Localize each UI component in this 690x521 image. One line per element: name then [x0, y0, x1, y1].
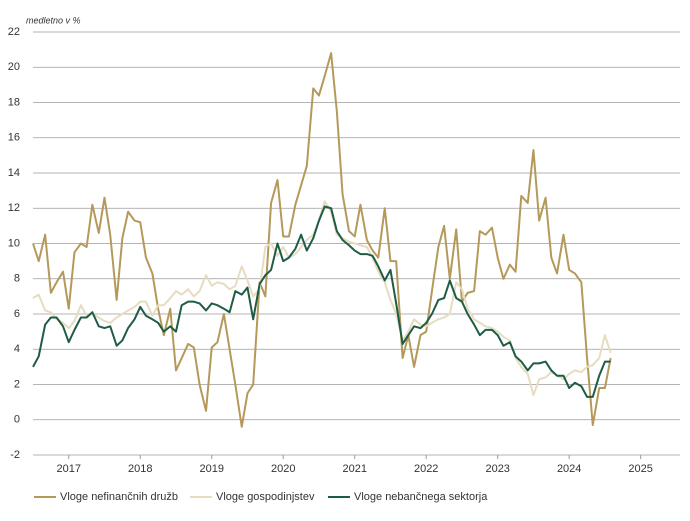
y-tick-label: 4 [14, 343, 20, 355]
y-tick-label: 18 [8, 96, 20, 108]
y-tick-label: 8 [14, 273, 20, 285]
y-tick-label: 20 [8, 61, 20, 73]
x-tick-label: 2023 [485, 463, 509, 475]
y-tick-label: 0 [14, 414, 20, 426]
series-line [32, 205, 611, 398]
x-tick-label: 2020 [271, 463, 295, 475]
y-tick-label: 14 [8, 167, 20, 179]
x-tick-label: 2025 [628, 463, 652, 475]
x-tick-label: 2018 [128, 463, 152, 475]
y-tick-label: 6 [14, 308, 20, 320]
y-tick-label: 16 [8, 132, 20, 144]
x-tick-label: 2022 [414, 463, 438, 475]
legend-label: Vloge nefinančnih družb [60, 491, 178, 503]
x-tick-label: 2024 [557, 463, 581, 475]
y-tick-label: 10 [8, 237, 20, 249]
x-tick-label: 2021 [342, 463, 366, 475]
legend-label: Vloge nebančnega sektorja [354, 491, 488, 503]
y-tick-label: 12 [8, 202, 20, 214]
legend-label: Vloge gospodinjstev [216, 491, 315, 503]
y-axis-label: medletno v % [26, 15, 81, 25]
x-tick-label: 2019 [199, 463, 223, 475]
series-line [32, 52, 612, 428]
x-tick-label: 2017 [57, 463, 81, 475]
y-tick-label: -2 [10, 449, 20, 461]
y-tick-label: 22 [8, 26, 20, 38]
y-tick-label: 2 [14, 378, 20, 390]
